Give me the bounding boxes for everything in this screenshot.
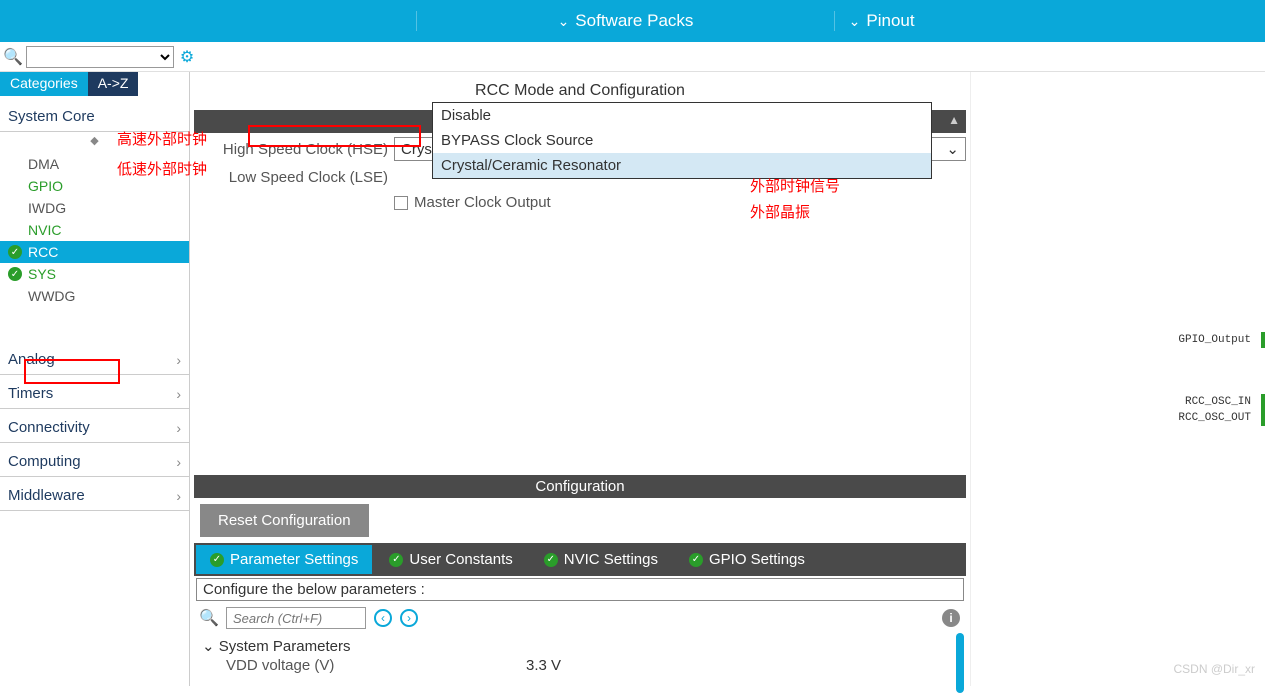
check-icon: ✓ bbox=[544, 553, 558, 567]
top-software-packs[interactable]: ⌄ Software Packs bbox=[416, 11, 833, 31]
left-tabs: Categories A->Z bbox=[0, 72, 189, 96]
group-label: Computing bbox=[8, 453, 81, 470]
pin-rcc-osc-in[interactable]: RCC_OSC_IN bbox=[971, 394, 1265, 410]
item-iwdg[interactable]: IWDG bbox=[0, 197, 189, 219]
chevron-down-icon: ⌄ bbox=[849, 13, 861, 30]
scrollbar[interactable] bbox=[956, 633, 964, 693]
gear-icon[interactable]: ⚙ bbox=[178, 48, 196, 66]
search-combo[interactable] bbox=[26, 46, 174, 68]
tab-user-constants[interactable]: ✓ User Constants bbox=[375, 545, 526, 574]
filter-input[interactable] bbox=[226, 607, 366, 629]
item-wwdg[interactable]: WWDG bbox=[0, 285, 189, 307]
top-pinout[interactable]: ⌄ Pinout bbox=[834, 11, 1265, 31]
chevron-down-icon: ⌄ bbox=[946, 140, 959, 158]
check-icon: ✓ bbox=[8, 267, 22, 281]
dd-opt-disable[interactable]: Disable bbox=[433, 103, 931, 128]
dd-opt-bypass[interactable]: BYPASS Clock Source bbox=[433, 128, 931, 153]
param-key: VDD voltage (V) bbox=[226, 657, 526, 674]
tree-hdr-label: System Parameters bbox=[219, 638, 351, 655]
param-value: 3.3 V bbox=[526, 657, 561, 674]
group-middleware[interactable]: Middleware › bbox=[0, 477, 189, 511]
nav-prev-icon[interactable]: ‹ bbox=[374, 609, 392, 627]
chevron-right-icon: › bbox=[176, 420, 181, 436]
group-label: Middleware bbox=[8, 487, 85, 504]
group-label: Timers bbox=[8, 385, 53, 402]
config-header: Configuration bbox=[194, 475, 966, 498]
group-label: Connectivity bbox=[8, 419, 90, 436]
top-menu-bar: ⌄ Software Packs ⌄ Pinout bbox=[0, 0, 1265, 42]
check-icon: ✓ bbox=[210, 553, 224, 567]
param-tree: ⌄ System Parameters VDD voltage (V) 3.3 … bbox=[194, 633, 966, 680]
param-hint: Configure the below parameters : bbox=[196, 578, 964, 601]
config-label: Configuration bbox=[535, 478, 624, 495]
rcc-label: RCC bbox=[28, 244, 58, 260]
chevron-right-icon: › bbox=[176, 454, 181, 470]
right-panel: GPIO_Output RCC_OSC_IN RCC_OSC_OUT bbox=[970, 72, 1265, 686]
check-icon: ✓ bbox=[8, 245, 22, 259]
checkbox-icon[interactable] bbox=[394, 196, 408, 210]
config-section: Configuration Reset Configuration ✓ Para… bbox=[194, 475, 966, 680]
mco-checkbox-label[interactable]: Master Clock Output bbox=[394, 194, 551, 211]
tab-label: NVIC Settings bbox=[564, 551, 658, 568]
tab-gpio-settings[interactable]: ✓ GPIO Settings bbox=[675, 545, 819, 574]
chevron-down-icon: ⌄ bbox=[558, 13, 570, 30]
search-icon[interactable]: 🔍 bbox=[200, 609, 218, 627]
chevron-right-icon: › bbox=[176, 386, 181, 402]
info-icon[interactable]: i bbox=[942, 609, 960, 627]
mco-text: Master Clock Output bbox=[414, 194, 551, 211]
group-computing[interactable]: Computing › bbox=[0, 443, 189, 477]
tab-nvic-settings[interactable]: ✓ NVIC Settings bbox=[530, 545, 672, 574]
software-packs-label: Software Packs bbox=[575, 11, 693, 31]
group-label: System Core bbox=[8, 108, 95, 125]
item-gpio[interactable]: GPIO bbox=[0, 175, 189, 197]
hse-dropdown: Disable BYPASS Clock Source Crystal/Cera… bbox=[432, 102, 932, 179]
collapse-icon[interactable]: ▲ bbox=[948, 113, 960, 127]
tab-label: GPIO Settings bbox=[709, 551, 805, 568]
system-core-items: DMA GPIO IWDG NVIC ✓ RCC ✓ SYS WWDG bbox=[0, 149, 189, 311]
param-filter-row: 🔍 ‹ › i bbox=[194, 603, 966, 633]
tree-system-params[interactable]: ⌄ System Parameters bbox=[202, 637, 958, 655]
item-nvic[interactable]: NVIC bbox=[0, 219, 189, 241]
item-dma[interactable]: DMA bbox=[0, 153, 189, 175]
check-icon: ✓ bbox=[689, 553, 703, 567]
redbox-hse bbox=[248, 125, 421, 147]
nav-next-icon[interactable]: › bbox=[400, 609, 418, 627]
sort-icon[interactable]: ◆ bbox=[0, 132, 189, 149]
item-sys[interactable]: ✓ SYS bbox=[0, 263, 189, 285]
expand-icon: ⌄ bbox=[202, 638, 215, 655]
lse-label: Low Speed Clock (LSE) bbox=[194, 169, 394, 186]
tab-categories[interactable]: Categories bbox=[0, 72, 88, 96]
sys-label: SYS bbox=[28, 266, 56, 282]
config-tabs: ✓ Parameter Settings ✓ User Constants ✓ … bbox=[194, 543, 966, 576]
check-icon: ✓ bbox=[389, 553, 403, 567]
tree-item-vdd[interactable]: VDD voltage (V) 3.3 V bbox=[202, 655, 958, 676]
mco-row: Master Clock Output bbox=[194, 190, 966, 215]
tab-label: Parameter Settings bbox=[230, 551, 358, 568]
chevron-right-icon: › bbox=[176, 488, 181, 504]
reset-button[interactable]: Reset Configuration bbox=[200, 504, 369, 537]
tab-parameter-settings[interactable]: ✓ Parameter Settings bbox=[196, 545, 372, 574]
group-system-core[interactable]: System Core bbox=[0, 98, 189, 132]
chevron-right-icon: › bbox=[176, 352, 181, 368]
pinout-label: Pinout bbox=[866, 11, 914, 31]
watermark: CSDN @Dir_xr bbox=[1173, 662, 1255, 676]
redbox-rcc bbox=[24, 359, 120, 384]
pin-gpio-output[interactable]: GPIO_Output bbox=[971, 332, 1265, 348]
dd-opt-crystal[interactable]: Crystal/Ceramic Resonator bbox=[433, 153, 931, 178]
tab-label: User Constants bbox=[409, 551, 512, 568]
tab-az[interactable]: A->Z bbox=[88, 72, 139, 96]
search-toolbar: 🔍 ⚙ bbox=[0, 42, 1265, 72]
search-icon[interactable]: 🔍 bbox=[4, 48, 22, 66]
pin-rcc-osc-out[interactable]: RCC_OSC_OUT bbox=[971, 410, 1265, 426]
item-rcc[interactable]: ✓ RCC bbox=[0, 241, 189, 263]
group-connectivity[interactable]: Connectivity › bbox=[0, 409, 189, 443]
